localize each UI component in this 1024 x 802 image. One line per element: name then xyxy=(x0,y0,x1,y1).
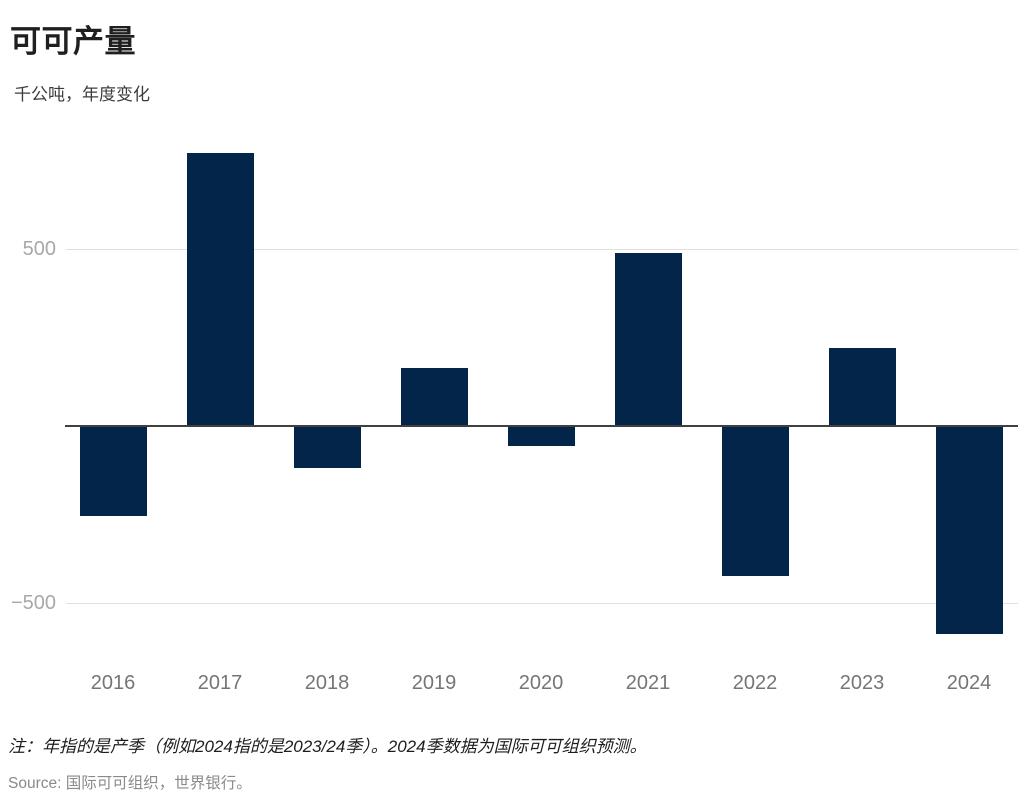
bar-2019 xyxy=(401,368,468,426)
x-tick-label-2022: 2022 xyxy=(732,672,778,694)
chart-subtitle: 千公吨，年度变化 xyxy=(14,85,150,104)
bar-2016 xyxy=(80,427,147,516)
bar-2020 xyxy=(508,427,575,446)
chart-title: 可可产量 xyxy=(10,24,136,59)
gridline-500 xyxy=(66,249,1018,250)
y-tick-label-500: 500 xyxy=(22,238,56,260)
bar-2017 xyxy=(187,153,254,426)
chart-source: Source: 国际可可组织，世界银行。 xyxy=(8,775,252,792)
x-tick-label-2019: 2019 xyxy=(411,672,457,694)
x-tick-label-2020: 2020 xyxy=(518,672,564,694)
x-tick-label-2016: 2016 xyxy=(90,672,136,694)
chart-note: 注：年指的是产季（例如2024指的是2023/24季）。2024季数据为国际可可… xyxy=(8,737,647,756)
y-tick-label--500: −500 xyxy=(10,592,56,614)
bar-2021 xyxy=(615,253,682,426)
x-tick-label-2023: 2023 xyxy=(839,672,885,694)
x-tick-label-2021: 2021 xyxy=(625,672,671,694)
bar-2022 xyxy=(722,427,789,576)
gridline--500 xyxy=(66,603,1018,604)
bar-2018 xyxy=(294,427,361,468)
x-axis-zero-line xyxy=(65,425,1018,427)
bar-2023 xyxy=(829,348,896,426)
x-tick-label-2024: 2024 xyxy=(946,672,992,694)
x-tick-label-2018: 2018 xyxy=(304,672,350,694)
bar-2024 xyxy=(936,427,1003,634)
x-tick-label-2017: 2017 xyxy=(197,672,243,694)
